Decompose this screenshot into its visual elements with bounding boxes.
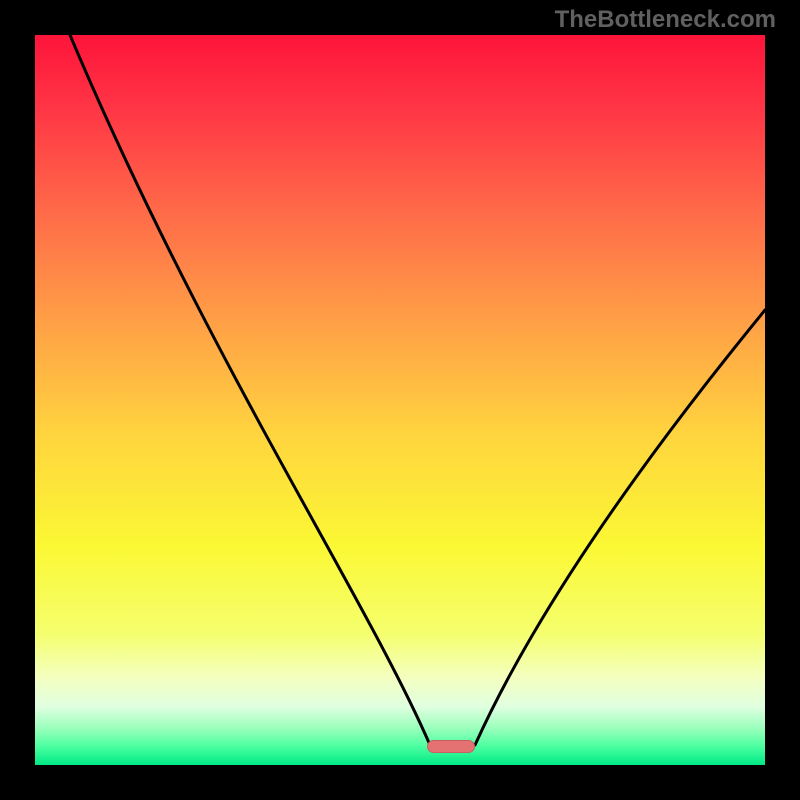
attribution-text: TheBottleneck.com: [555, 6, 776, 34]
minimum-marker: [427, 740, 475, 753]
plot-area: [35, 35, 765, 765]
bottleneck-curve: [35, 35, 765, 765]
chart-container: TheBottleneck.com: [0, 0, 800, 800]
